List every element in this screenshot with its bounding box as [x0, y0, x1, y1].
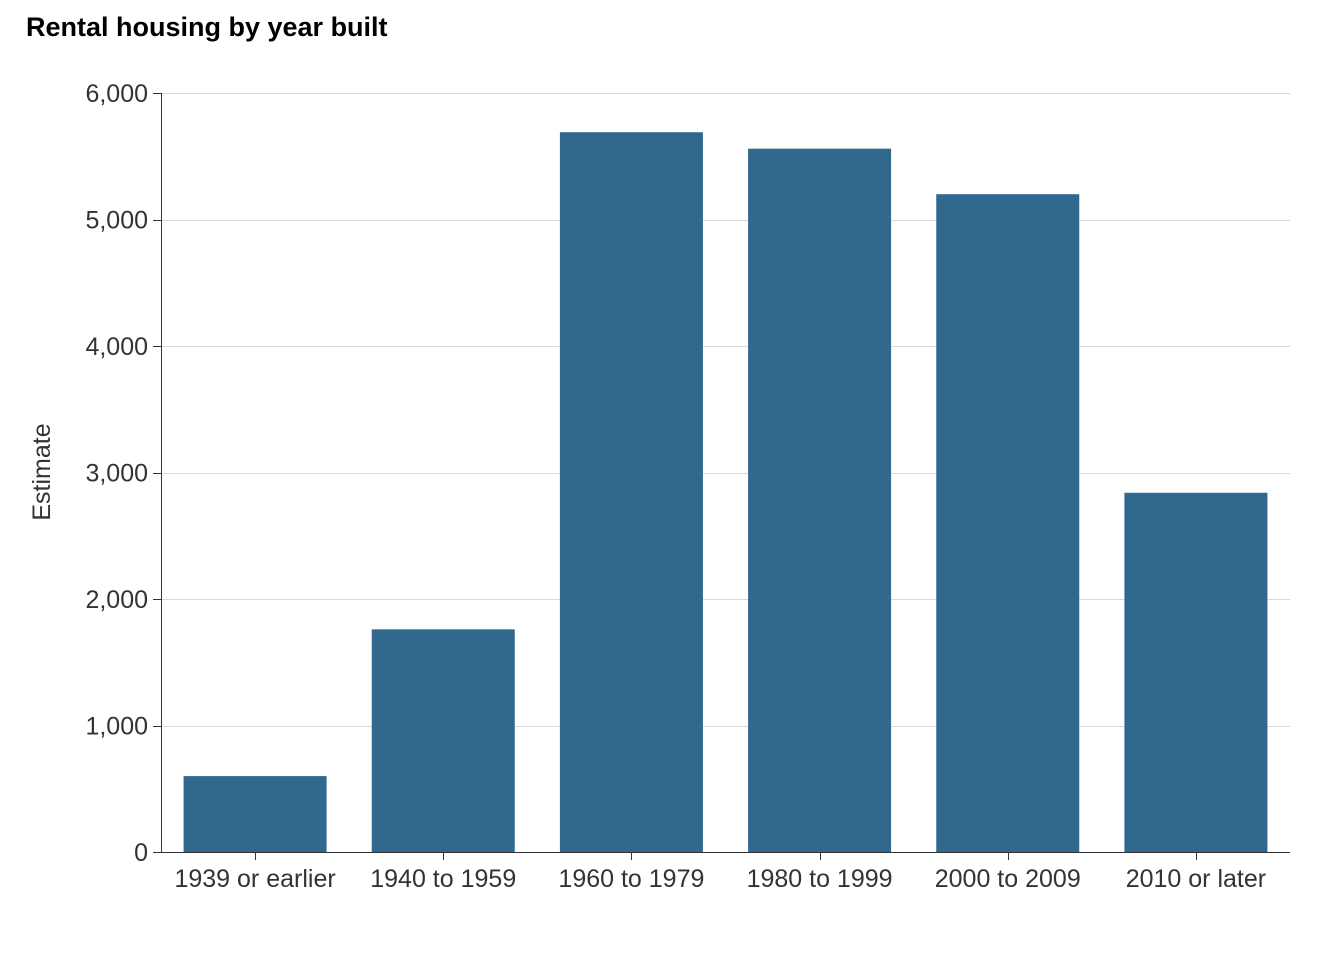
- y-axis-ticks: 0 1,000 2,000 3,000 4,000 5,000 6,000: [85, 80, 161, 867]
- x-tick-label: 2000 to 2009: [935, 865, 1081, 893]
- bar: [748, 148, 892, 852]
- y-tick-label: 4,000: [85, 333, 148, 361]
- x-tick-label: 1980 to 1999: [747, 865, 893, 893]
- bar: [936, 194, 1080, 852]
- x-tick-label: 2010 or later: [1126, 865, 1266, 893]
- y-tick-label: 6,000: [85, 80, 148, 108]
- y-tick-label: 3,000: [85, 460, 148, 488]
- bar: [183, 776, 327, 852]
- axes: [161, 93, 1290, 853]
- chart-title: Rental housing by year built: [26, 12, 388, 42]
- x-tick-label: 1940 to 1959: [370, 865, 516, 893]
- y-axis-title: Estimate: [28, 423, 56, 520]
- bars: [183, 132, 1268, 853]
- gridlines: [161, 93, 1290, 727]
- y-tick-label: 2,000: [85, 586, 148, 614]
- x-axis-ticks: 1939 or earlier 1940 to 1959 1960 to 1979 1…: [174, 852, 1266, 893]
- x-tick-label: 1960 to 1979: [558, 865, 704, 893]
- y-tick-label: 0: [134, 839, 148, 867]
- bar: [559, 132, 703, 853]
- y-tick-label: 1,000: [85, 713, 148, 741]
- x-tick-label: 1939 or earlier: [174, 865, 335, 893]
- y-tick-label: 5,000: [85, 207, 148, 235]
- bar: [1124, 492, 1268, 852]
- bar: [371, 629, 515, 852]
